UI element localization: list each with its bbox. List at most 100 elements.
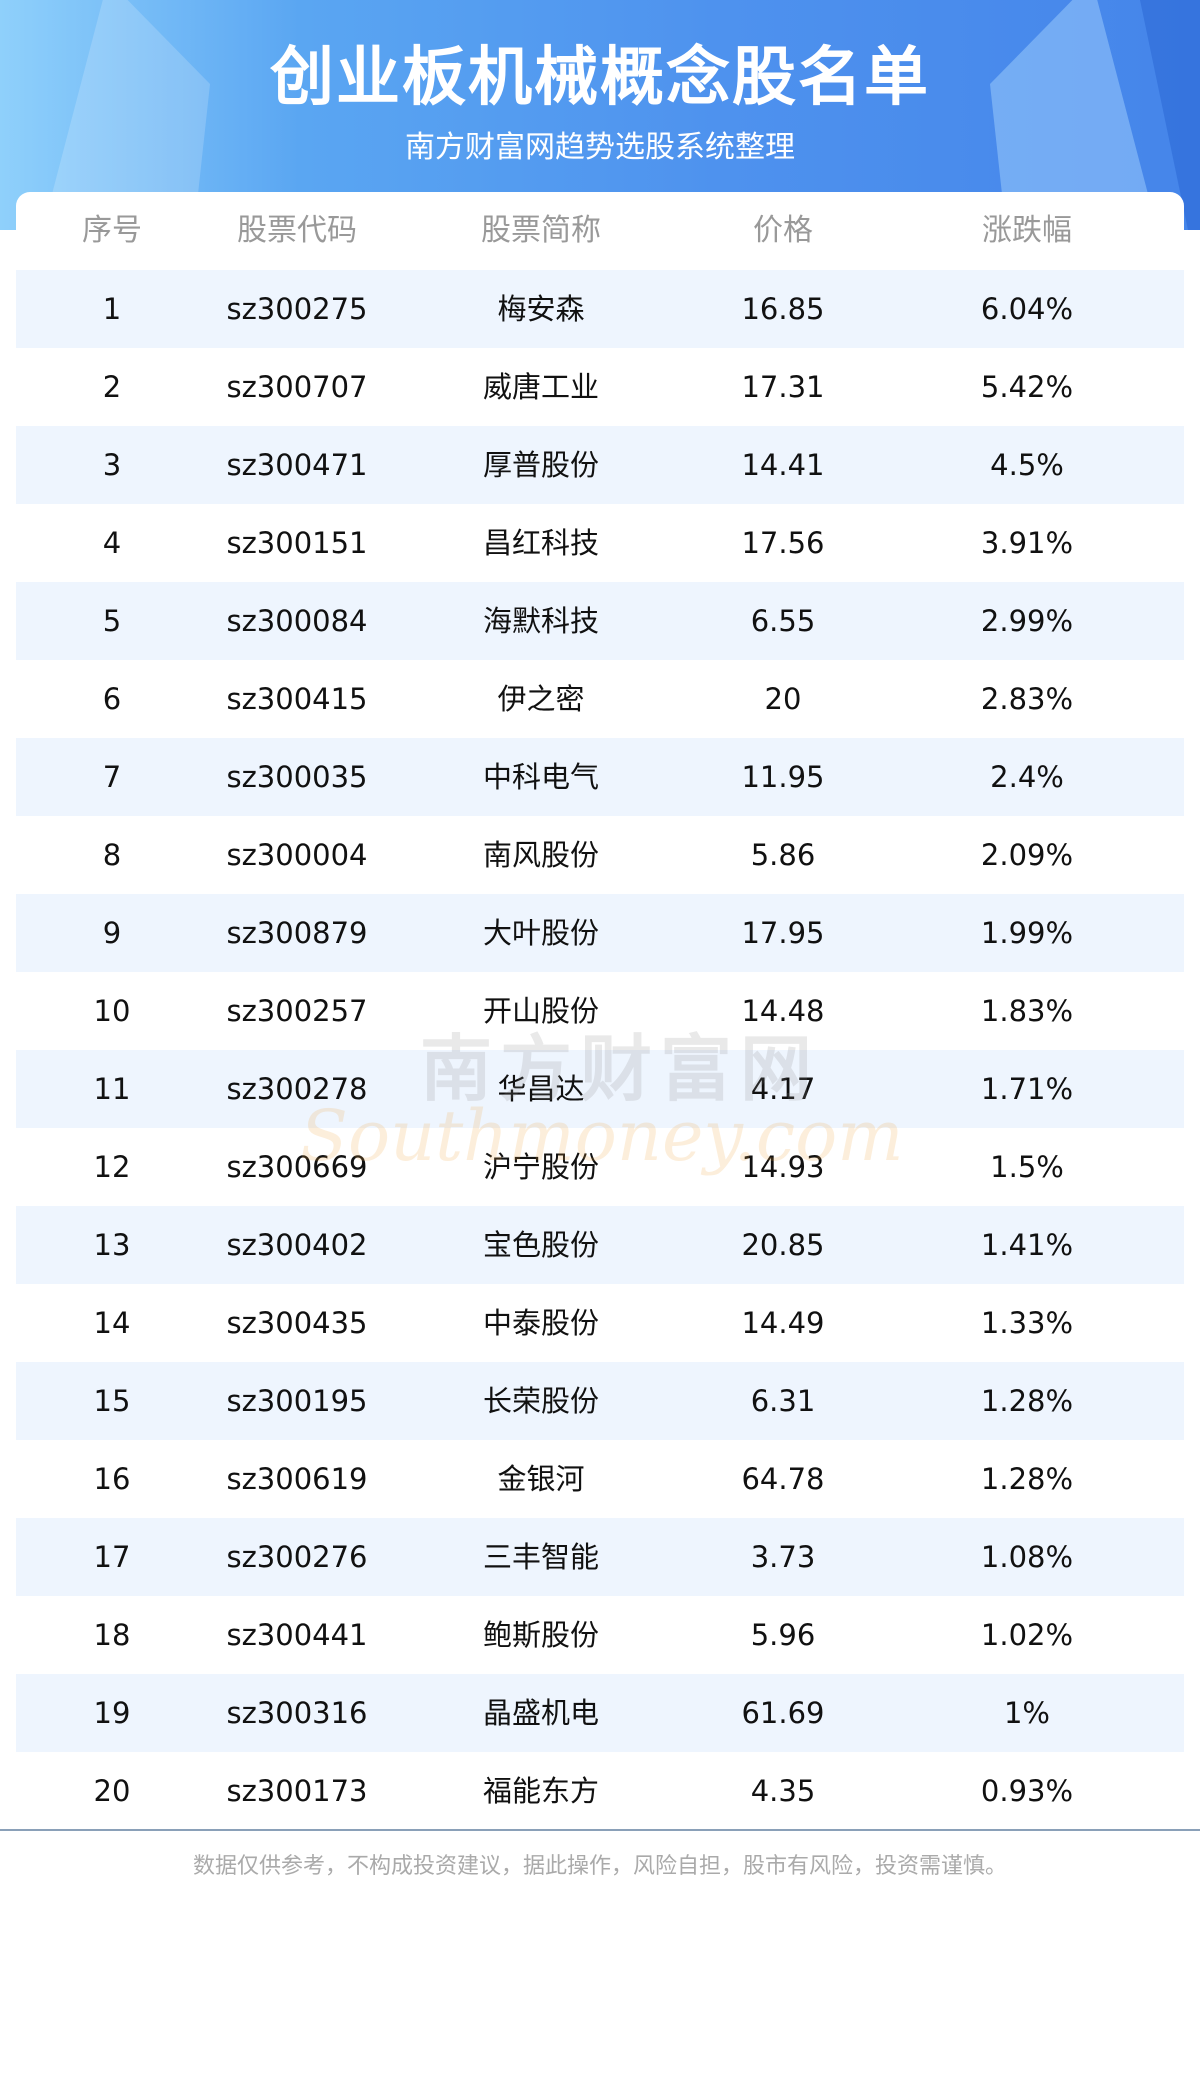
change-percent: 1.71% [980,1072,1074,1106]
row-index: 7 [102,760,122,794]
change-percent: 3.91% [980,526,1074,560]
divider [0,1829,1200,1831]
row-index: 2 [102,370,122,404]
table-row: 19 sz300316 晶盛机电 61.69 1% [16,1674,1184,1752]
stock-name: 大叶股份 [482,916,599,950]
row-index: 15 [93,1384,131,1418]
row-index: 20 [93,1774,131,1808]
table-row: 20 sz300173 福能东方 4.35 0.93% [16,1752,1184,1830]
price: 17.56 [741,526,825,560]
price: 5.96 [750,1618,816,1652]
change-percent: 6.04% [980,292,1074,326]
stock-name: 长荣股份 [482,1384,599,1418]
price: 17.95 [741,916,825,950]
change-percent: 5.42% [980,370,1074,404]
stock-code: sz300619 [226,1462,368,1496]
table-header: 序号 股票代码 股票简称 价格 涨跌幅 [16,192,1184,270]
stock-code: sz300004 [226,838,368,872]
row-index: 9 [102,916,122,950]
change-percent: 2.99% [980,604,1074,638]
table-row: 1 sz300275 梅安森 16.85 6.04% [16,270,1184,348]
change-percent: 1.5% [990,1150,1064,1184]
price: 6.55 [750,604,816,638]
stock-name: 晶盛机电 [482,1696,599,1730]
row-index: 16 [93,1462,131,1496]
change-percent: 1.28% [980,1384,1074,1418]
stock-code: sz300435 [226,1306,368,1340]
stock-code: sz300173 [226,1774,368,1808]
change-percent: 2.83% [980,682,1074,716]
price: 4.17 [750,1072,816,1106]
row-index: 17 [93,1540,131,1574]
table-row: 17 sz300276 三丰智能 3.73 1.08% [16,1518,1184,1596]
table-row: 3 sz300471 厚普股份 14.41 4.5% [16,426,1184,504]
stock-code: sz300276 [226,1540,368,1574]
stock-name: 金银河 [497,1462,585,1496]
column-header: 股票简称 [481,213,601,248]
change-percent: 1.41% [980,1228,1074,1262]
change-percent: 1.08% [980,1540,1074,1574]
table-row: 15 sz300195 长荣股份 6.31 1.28% [16,1362,1184,1440]
row-index: 1 [102,292,122,326]
stock-name: 昌红科技 [482,526,599,560]
table-row: 18 sz300441 鲍斯股份 5.96 1.02% [16,1596,1184,1674]
price: 14.48 [741,994,825,1028]
table-row: 10 sz300257 开山股份 14.48 1.83% [16,972,1184,1050]
stock-code: sz300275 [226,292,368,326]
change-percent: 1.99% [980,916,1074,950]
price: 14.93 [741,1150,825,1184]
stock-code: sz300402 [226,1228,368,1262]
row-index: 3 [102,448,122,482]
price: 11.95 [741,760,825,794]
row-index: 8 [102,838,122,872]
stock-name: 威唐工业 [482,370,599,404]
table-row: 2 sz300707 威唐工业 17.31 5.42% [16,348,1184,426]
stock-code: sz300669 [226,1150,368,1184]
price: 20 [764,682,802,716]
table-row: 14 sz300435 中泰股份 14.49 1.33% [16,1284,1184,1362]
table-row: 4 sz300151 昌红科技 17.56 3.91% [16,504,1184,582]
row-index: 12 [93,1150,131,1184]
table-row: 12 sz300669 沪宁股份 14.93 1.5% [16,1128,1184,1206]
table-row: 16 sz300619 金银河 64.78 1.28% [16,1440,1184,1518]
row-index: 14 [93,1306,131,1340]
stock-name: 福能东方 [482,1774,599,1808]
stock-code: sz300151 [226,526,368,560]
stock-name: 海默科技 [482,604,599,638]
row-index: 4 [102,526,122,560]
change-percent: 4.5% [990,448,1064,482]
row-index: 5 [102,604,122,638]
change-percent: 1.83% [980,994,1074,1028]
stock-name: 南风股份 [482,838,599,872]
stock-code: sz300415 [226,682,368,716]
page-title: 创业板机械概念股名单 [270,41,930,115]
stock-name: 开山股份 [482,994,599,1028]
stock-name: 鲍斯股份 [482,1618,599,1652]
stock-code: sz300316 [226,1696,368,1730]
change-percent: 0.93% [980,1774,1074,1808]
price: 16.85 [741,292,825,326]
price: 61.69 [741,1696,825,1730]
stock-code: sz300879 [226,916,368,950]
change-percent: 1.02% [980,1618,1074,1652]
price: 5.86 [750,838,816,872]
row-index: 13 [93,1228,131,1262]
price: 20.85 [741,1228,825,1262]
table-row: 9 sz300879 大叶股份 17.95 1.99% [16,894,1184,972]
change-percent: 2.4% [990,760,1064,794]
change-percent: 1% [1003,1696,1050,1730]
stock-name: 三丰智能 [482,1540,599,1574]
column-header: 价格 [753,213,813,248]
price: 4.35 [750,1774,816,1808]
change-percent: 1.28% [980,1462,1074,1496]
price: 17.31 [741,370,825,404]
stock-code: sz300035 [226,760,368,794]
table-row: 5 sz300084 海默科技 6.55 2.99% [16,582,1184,660]
stock-name: 梅安森 [497,292,585,326]
column-header: 股票代码 [237,213,357,248]
stock-name: 中科电气 [482,760,599,794]
price: 3.73 [750,1540,816,1574]
stock-name: 厚普股份 [482,448,599,482]
stock-table: 序号 股票代码 股票简称 价格 涨跌幅 1 sz300275 梅安森 16.85 6.0… [16,192,1184,1832]
stock-code: sz300707 [226,370,368,404]
